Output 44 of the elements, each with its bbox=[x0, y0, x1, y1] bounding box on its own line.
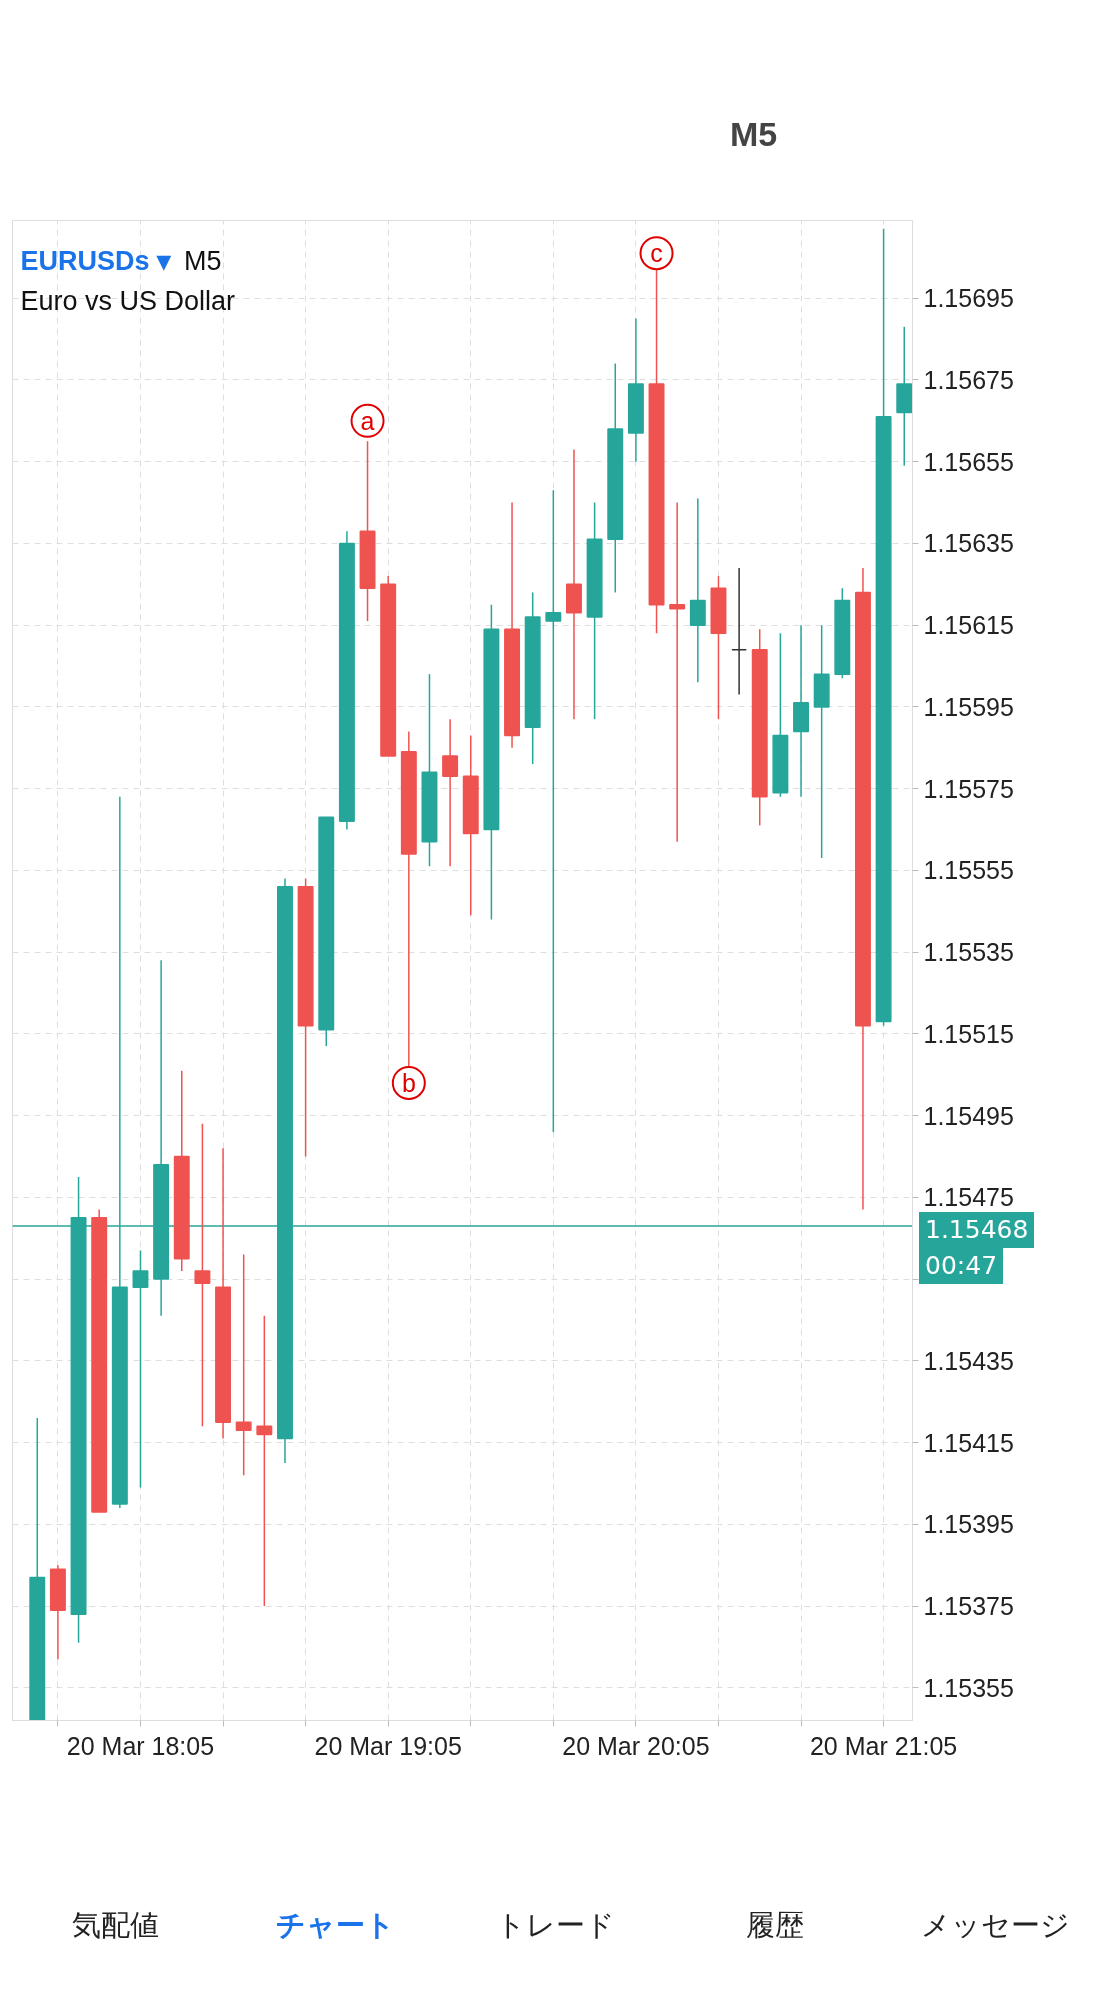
candlestick bbox=[669, 501, 686, 843]
candlestick bbox=[194, 1123, 211, 1427]
text: EURUSDs ▾ bbox=[20, 245, 173, 276]
text: トレード bbox=[494, 1907, 616, 1944]
text: メッセージ bbox=[919, 1907, 1071, 1944]
candlestick bbox=[545, 489, 562, 1133]
candlestick bbox=[442, 718, 459, 868]
y-tick-label: 1.15655 bbox=[923, 447, 1014, 476]
y-tick-label: 1.15555 bbox=[923, 856, 1014, 885]
candlestick bbox=[256, 1315, 273, 1607]
text: 00:47 bbox=[919, 1248, 1004, 1285]
candlestick bbox=[132, 1249, 149, 1489]
y-tick-label: 1.15435 bbox=[923, 1346, 1014, 1375]
y-tick-label: 1.15355 bbox=[923, 1673, 1014, 1702]
ref-line-label: 1.15468 bbox=[919, 1212, 1035, 1249]
y-tick-label: 1.15395 bbox=[923, 1510, 1014, 1539]
y-tick-label: 1.15375 bbox=[923, 1592, 1014, 1621]
x-tick-label: 20 Mar 18:05 bbox=[66, 1731, 215, 1760]
y-tick-label: 1.15535 bbox=[923, 938, 1014, 967]
x-tick-label: 20 Mar 19:05 bbox=[314, 1731, 462, 1760]
text: M5 bbox=[730, 114, 778, 155]
candlestick bbox=[731, 567, 748, 696]
annotation: a bbox=[360, 406, 375, 435]
annotation: c bbox=[650, 239, 663, 268]
y-tick-label: 1.15495 bbox=[923, 1101, 1014, 1130]
text: 気配値 bbox=[70, 1907, 160, 1944]
y-tick-label: 1.15675 bbox=[923, 365, 1014, 394]
text: 履歴 bbox=[745, 1907, 805, 1944]
y-tick-label: 1.15635 bbox=[923, 529, 1014, 558]
y-tick-label: 1.15415 bbox=[923, 1428, 1014, 1457]
y-tick-label: 1.15615 bbox=[923, 611, 1014, 640]
candlestick bbox=[565, 448, 582, 720]
text: Euro vs US Dollar bbox=[20, 285, 236, 316]
text: チャート bbox=[274, 1907, 396, 1944]
y-tick-label: 1.15515 bbox=[923, 1019, 1014, 1048]
annotation: b bbox=[401, 1068, 416, 1097]
y-tick-label: 1.15475 bbox=[923, 1183, 1014, 1212]
y-tick-label: 1.15695 bbox=[923, 284, 1014, 313]
x-tick-label: 20 Mar 20:05 bbox=[562, 1731, 710, 1760]
y-tick-label: 1.15595 bbox=[923, 692, 1014, 721]
candlestick bbox=[235, 1253, 252, 1477]
y-tick-label: 1.15575 bbox=[923, 774, 1014, 803]
annotation: M5 bbox=[184, 245, 222, 276]
x-tick-label: 20 Mar 21:05 bbox=[809, 1731, 958, 1760]
